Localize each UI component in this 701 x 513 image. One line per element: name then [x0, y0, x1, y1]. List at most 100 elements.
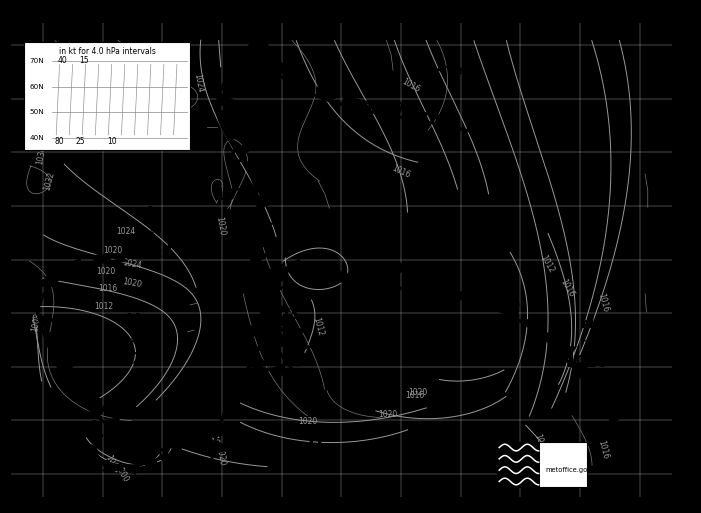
- Text: 1020: 1020: [214, 216, 226, 236]
- Text: 1014: 1014: [131, 245, 174, 260]
- Text: 70N: 70N: [29, 58, 44, 64]
- Polygon shape: [317, 87, 339, 100]
- Text: x: x: [233, 171, 238, 181]
- Polygon shape: [88, 406, 107, 418]
- Polygon shape: [287, 353, 304, 364]
- Polygon shape: [109, 465, 123, 471]
- Polygon shape: [263, 284, 285, 299]
- Polygon shape: [477, 293, 496, 309]
- Polygon shape: [263, 309, 277, 326]
- Text: 80: 80: [54, 137, 64, 146]
- Polygon shape: [594, 394, 615, 408]
- Text: 1032: 1032: [43, 170, 57, 191]
- Polygon shape: [436, 115, 459, 126]
- Polygon shape: [49, 347, 67, 360]
- Text: 1020: 1020: [408, 388, 428, 398]
- Polygon shape: [521, 316, 541, 331]
- Polygon shape: [56, 363, 75, 376]
- Text: 1025: 1025: [111, 352, 154, 367]
- Polygon shape: [248, 353, 270, 368]
- Polygon shape: [76, 393, 95, 405]
- Polygon shape: [88, 444, 95, 455]
- Text: 25: 25: [76, 137, 86, 146]
- Text: 1020: 1020: [299, 417, 318, 426]
- Text: 50N: 50N: [29, 109, 44, 115]
- Text: 1027: 1027: [363, 103, 406, 117]
- Text: 1000: 1000: [112, 462, 130, 483]
- Polygon shape: [331, 268, 351, 283]
- Polygon shape: [233, 339, 249, 350]
- Polygon shape: [285, 349, 302, 366]
- Text: 1016: 1016: [404, 391, 424, 400]
- Polygon shape: [94, 457, 108, 467]
- Polygon shape: [243, 161, 264, 175]
- Polygon shape: [217, 109, 238, 124]
- Text: 995: 995: [80, 460, 112, 475]
- Text: 15: 15: [79, 56, 89, 65]
- Text: 1036: 1036: [36, 145, 48, 165]
- Polygon shape: [38, 315, 56, 328]
- Text: 60N: 60N: [29, 84, 44, 90]
- Polygon shape: [250, 230, 269, 246]
- Text: H: H: [307, 438, 322, 456]
- Text: x: x: [381, 86, 388, 95]
- Polygon shape: [243, 43, 264, 57]
- Polygon shape: [236, 352, 252, 363]
- Polygon shape: [230, 387, 251, 402]
- Text: L: L: [90, 419, 102, 437]
- Polygon shape: [252, 177, 273, 192]
- Bar: [497, 442, 540, 487]
- Polygon shape: [231, 58, 253, 72]
- Text: x: x: [312, 462, 318, 471]
- Text: 1023: 1023: [294, 479, 336, 494]
- Polygon shape: [257, 39, 273, 55]
- Polygon shape: [217, 92, 237, 107]
- Polygon shape: [249, 325, 264, 337]
- Text: 1012: 1012: [95, 302, 114, 311]
- Polygon shape: [300, 369, 318, 385]
- Text: 1024: 1024: [193, 73, 205, 94]
- Polygon shape: [271, 365, 285, 377]
- Text: L: L: [147, 205, 158, 223]
- Polygon shape: [271, 302, 290, 317]
- Polygon shape: [582, 378, 604, 391]
- Text: in kt for 4.0 hPa intervals: in kt for 4.0 hPa intervals: [59, 47, 156, 56]
- Polygon shape: [39, 272, 55, 286]
- Polygon shape: [271, 270, 289, 286]
- Polygon shape: [297, 341, 312, 352]
- Text: x: x: [130, 336, 135, 346]
- Polygon shape: [253, 214, 273, 229]
- Text: x: x: [584, 338, 590, 348]
- Polygon shape: [158, 451, 172, 462]
- Polygon shape: [355, 271, 376, 286]
- Polygon shape: [404, 109, 428, 120]
- Polygon shape: [61, 259, 81, 270]
- Polygon shape: [266, 319, 282, 330]
- Polygon shape: [380, 274, 401, 289]
- Text: 1016: 1016: [558, 278, 576, 299]
- Polygon shape: [257, 337, 278, 351]
- Polygon shape: [291, 74, 313, 88]
- Polygon shape: [430, 281, 450, 296]
- Text: x: x: [404, 245, 411, 255]
- Polygon shape: [605, 410, 627, 424]
- Polygon shape: [374, 104, 397, 114]
- Polygon shape: [454, 286, 473, 302]
- Text: 1020: 1020: [209, 434, 222, 455]
- Text: 1012: 1012: [538, 254, 556, 275]
- Polygon shape: [126, 465, 141, 475]
- Text: 1016: 1016: [390, 163, 411, 180]
- Text: H: H: [125, 312, 140, 330]
- Text: 1016: 1016: [533, 432, 548, 453]
- Polygon shape: [265, 320, 287, 334]
- Text: H: H: [579, 314, 594, 332]
- Text: 1024: 1024: [122, 258, 143, 270]
- Polygon shape: [258, 194, 277, 210]
- Polygon shape: [500, 304, 519, 319]
- Text: 1016: 1016: [566, 355, 608, 370]
- Text: 1020: 1020: [103, 246, 122, 254]
- Text: x: x: [93, 443, 99, 452]
- Polygon shape: [569, 362, 591, 376]
- Polygon shape: [222, 128, 244, 142]
- Polygon shape: [119, 426, 137, 440]
